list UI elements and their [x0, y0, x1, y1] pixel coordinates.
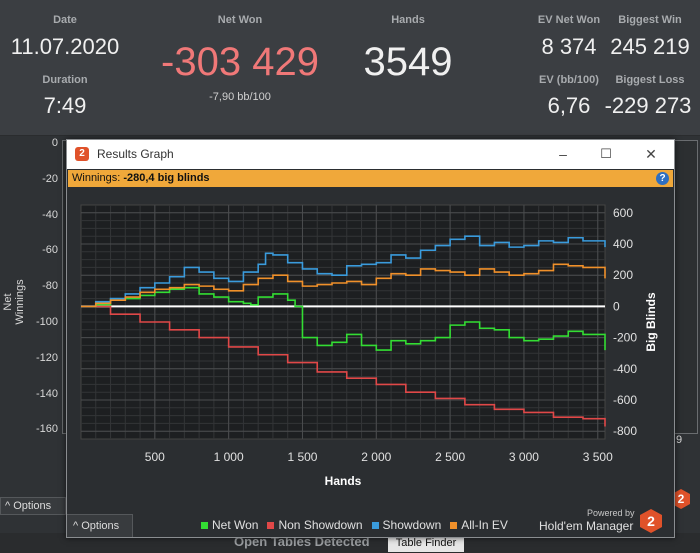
- brand-name: Hold'em Manager: [539, 519, 634, 533]
- hands-value: 3549: [363, 40, 453, 84]
- biggest-win-value: 245 219: [610, 34, 690, 59]
- ev-bb-value: 6,76: [547, 93, 591, 118]
- y-axis-label: Big Blinds: [644, 292, 658, 352]
- window-title: Results Graph: [97, 147, 174, 161]
- winnings-banner: Winnings: -280,4 big blinds ?: [68, 170, 673, 187]
- results-graph-window: 2 Results Graph – ☐ ✕ Winnings: -280,4 b…: [66, 139, 675, 538]
- background-x-tick: 9: [676, 434, 683, 446]
- background-hm2-logo-icon: 2: [672, 489, 690, 509]
- ev-net-won-label: EV Net Won: [537, 14, 601, 26]
- legend-swatch: [450, 522, 458, 529]
- x-tick-label: 3 000: [509, 450, 539, 464]
- background-y-tick: -120: [35, 352, 58, 364]
- legend-swatch: [371, 522, 379, 529]
- legend-item[interactable]: Showdown: [371, 518, 442, 532]
- results-line-chart: 500 1 000 1 500 2 000 2 500 3 000 3 500 600 400 2…: [80, 204, 658, 488]
- net-won-value: -303 429: [161, 40, 319, 84]
- legend-item[interactable]: Non Showdown: [267, 518, 363, 532]
- ev-bb-label: EV (bb/100): [539, 74, 599, 86]
- hm2-brand-logo-icon: 2: [640, 509, 662, 533]
- legend-item[interactable]: Net Won: [201, 518, 258, 532]
- x-tick-label: 2 500: [435, 450, 465, 464]
- y-tick-label: -800: [613, 424, 637, 438]
- biggest-loss-value: -229 273: [604, 93, 692, 118]
- net-won-bb-per-100: -7,90 bb/100: [209, 91, 271, 103]
- y-tick-label: -400: [613, 362, 637, 376]
- series-line-net-won: [81, 286, 606, 351]
- background-y-tick: -160: [35, 423, 58, 435]
- biggest-loss-label: Biggest Loss: [615, 74, 685, 86]
- y-tick-label: -600: [613, 393, 637, 407]
- background-y-tick: -20: [42, 173, 58, 185]
- legend-label: Non Showdown: [278, 518, 363, 532]
- y-tick-label: 600: [613, 206, 633, 220]
- x-tick-label: 1 000: [214, 450, 244, 464]
- background-y-tick: -80: [42, 280, 58, 292]
- legend-label: Net Won: [212, 518, 259, 532]
- duration-value: 7:49: [43, 93, 87, 118]
- background-y-tick: -60: [42, 244, 58, 256]
- options-label: Options: [81, 520, 120, 532]
- x-axis-label: Hands: [325, 474, 362, 488]
- net-won-label: Net Won: [217, 14, 263, 26]
- chart-legend: Net Won Non Showdown Showdown All-In EV: [201, 518, 517, 532]
- background-y-tick: -140: [35, 388, 58, 400]
- winnings-value: -280,4 big blinds: [123, 172, 210, 184]
- duration-label: Duration: [42, 74, 88, 86]
- session-stats-bar: Date 11.07.2020 Duration 7:49 Net Won -3…: [0, 0, 700, 136]
- ev-net-won-value: 8 374: [541, 34, 597, 59]
- hm2-logo-icon: 2: [75, 147, 89, 161]
- series-line-non-showdown: [81, 305, 606, 427]
- maximize-button[interactable]: ☐: [600, 146, 612, 161]
- series-line-all-in-ev: [81, 263, 606, 308]
- legend-label: All-In EV: [461, 518, 508, 532]
- powered-by-text: Powered by: [587, 508, 635, 518]
- background-options-button[interactable]: ^ Options: [0, 497, 66, 515]
- x-tick-label: 1 500: [287, 450, 317, 464]
- options-button[interactable]: ^ Options: [67, 514, 133, 537]
- y-tick-label: 400: [613, 237, 633, 251]
- date-value: 11.07.2020: [10, 34, 120, 59]
- legend-item[interactable]: All-In EV: [450, 518, 508, 532]
- biggest-win-label: Biggest Win: [618, 14, 682, 26]
- hands-label: Hands: [391, 14, 425, 26]
- window-titlebar[interactable]: 2 Results Graph – ☐ ✕: [67, 140, 674, 169]
- x-tick-label: 2 000: [361, 450, 391, 464]
- legend-label: Showdown: [382, 518, 442, 532]
- close-button[interactable]: ✕: [645, 146, 657, 162]
- series-line-showdown: [81, 235, 606, 308]
- legend-swatch: [267, 522, 275, 529]
- date-label: Date: [53, 14, 77, 26]
- help-icon[interactable]: ?: [656, 172, 669, 185]
- winnings-label: Winnings:: [72, 172, 124, 184]
- background-options-label: Options: [13, 500, 52, 512]
- background-footer: [0, 533, 700, 553]
- background-y-tick: -40: [42, 209, 58, 221]
- y-tick-label: 200: [613, 268, 633, 282]
- y-tick-label: -200: [613, 331, 637, 345]
- legend-swatch: [201, 522, 208, 529]
- table-finder-button[interactable]: Table Finder: [388, 534, 464, 552]
- x-tick-label: 3 500: [583, 450, 613, 464]
- background-y-tick: -100: [35, 316, 58, 328]
- y-tick-label: 0: [613, 299, 620, 313]
- background-y-tick: 0: [51, 137, 58, 149]
- minimize-button[interactable]: –: [559, 146, 567, 162]
- x-tick-label: 500: [145, 450, 165, 464]
